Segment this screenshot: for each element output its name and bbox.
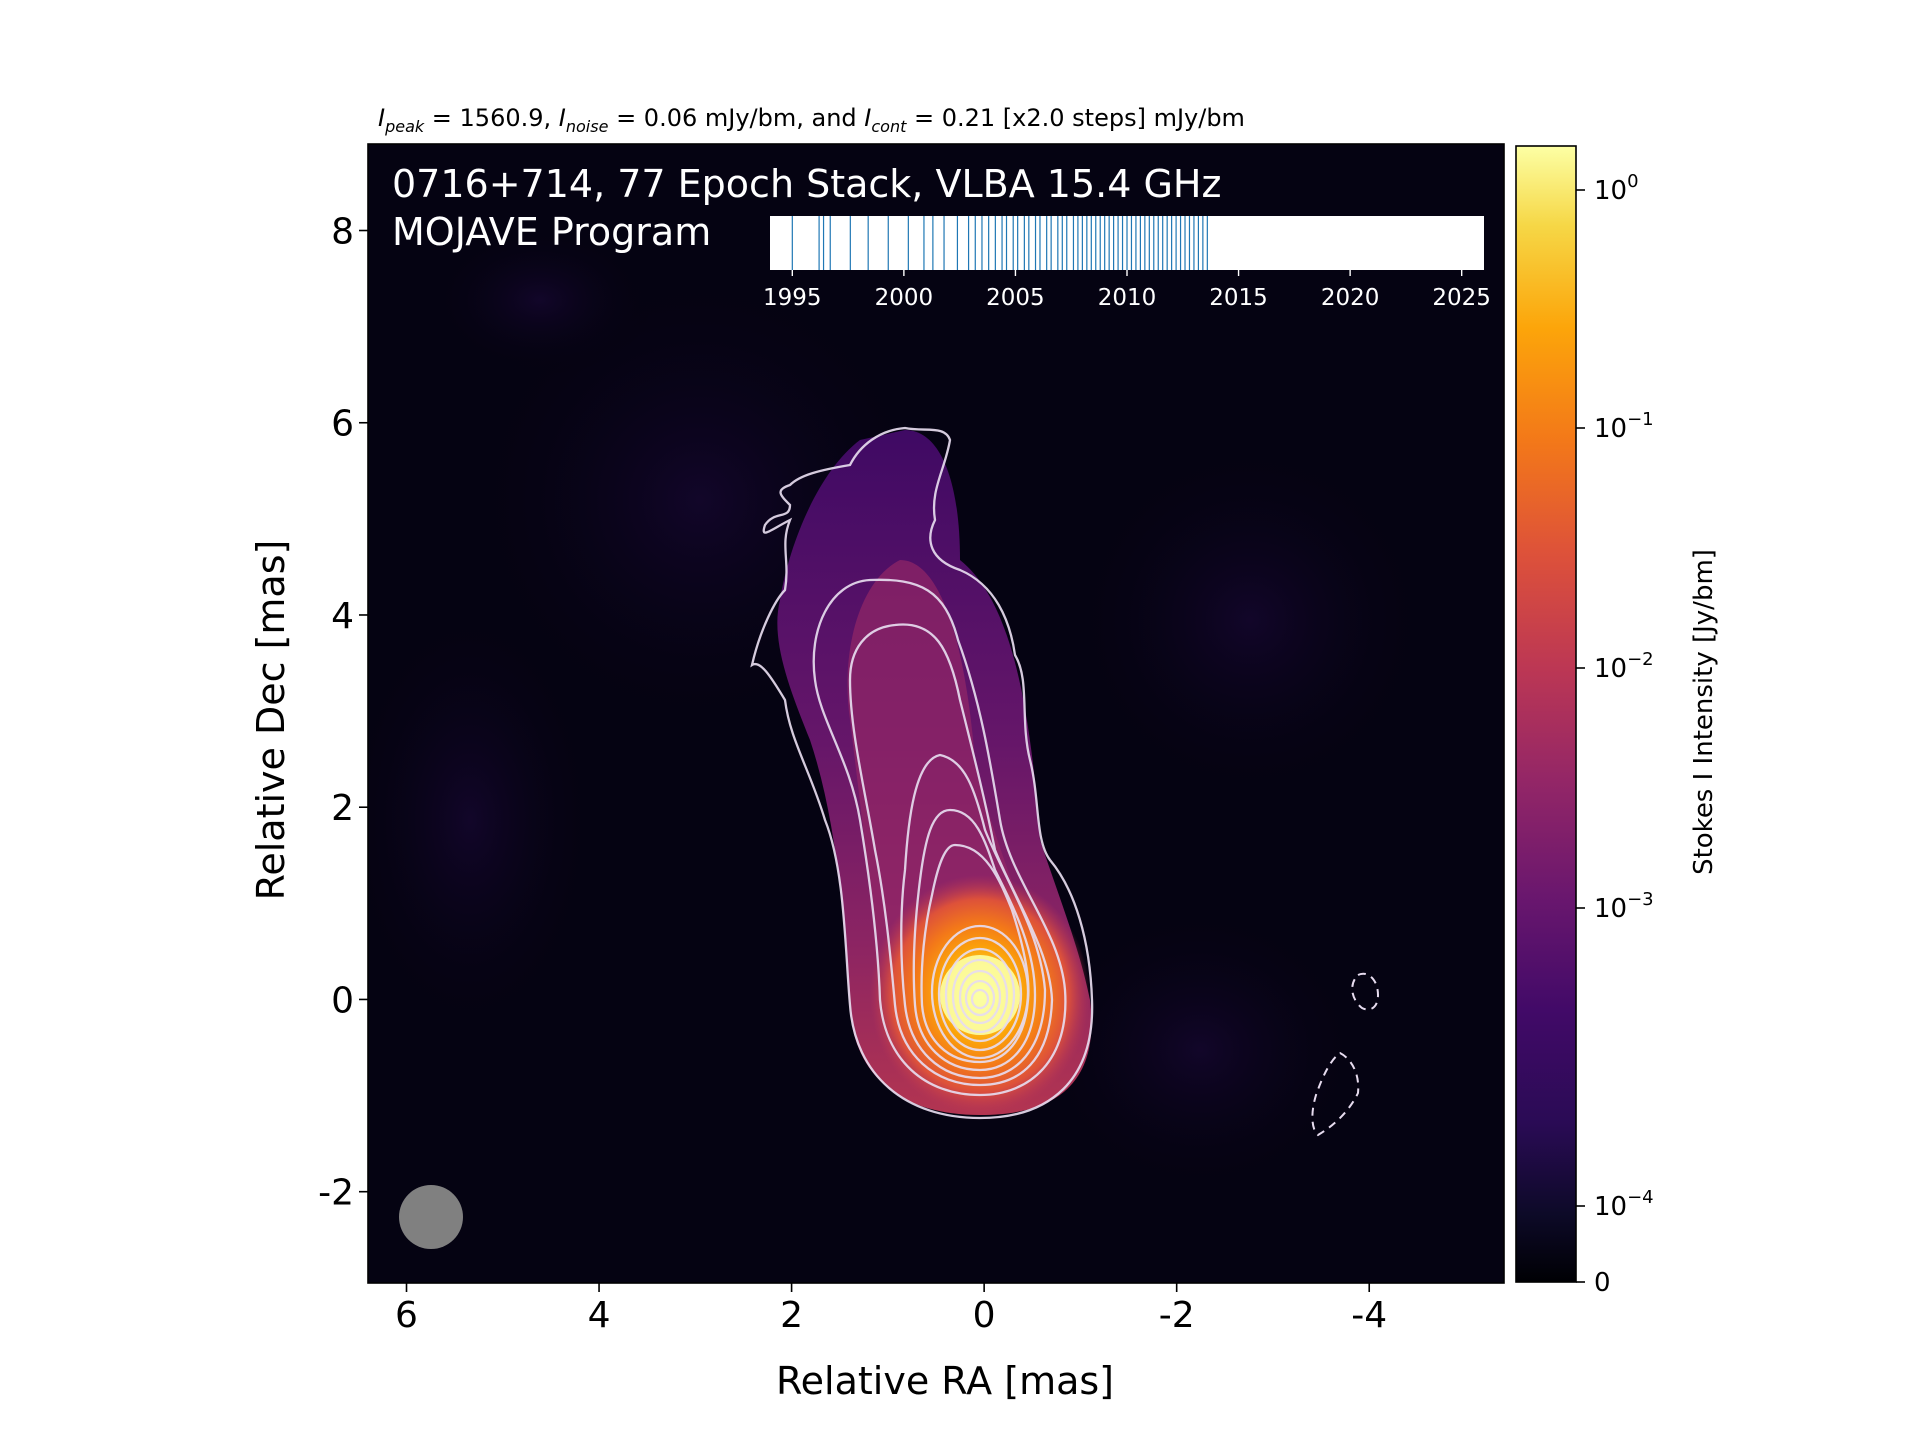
peak-label: I [378, 104, 385, 132]
colorbar-tick-label: 0 [1594, 1268, 1611, 1298]
colorbar-tick-exponent: −1 [1627, 409, 1654, 430]
contour-level-12 [964, 979, 996, 1017]
y-tick-label: 0 [331, 980, 354, 1021]
figure-header: Ipeak = 1560.9, Inoise = 0.06 mJy/bm, an… [378, 104, 1245, 136]
contours [750, 426, 1094, 1120]
epoch-timeline: 1995 2000 2005 2010 2015 2020 2025 [763, 216, 1491, 311]
epoch-lines [791, 216, 1208, 270]
contour-level-3 [848, 623, 1054, 1087]
y-tick-label: -2 [318, 1173, 354, 1214]
beam-ellipse [399, 1185, 463, 1249]
contour-level-5 [912, 808, 1037, 1072]
contour-level-4 [900, 753, 1047, 1080]
y-tick-label: 6 [331, 404, 354, 445]
contour-level-9 [944, 947, 1016, 1043]
colorbar-tick-exponent: −2 [1627, 649, 1654, 670]
peak-value: = 1560.9, [432, 104, 551, 132]
colorbar-tick-base: 0 [1594, 1268, 1611, 1298]
colorbar-tick-base: 10 [1594, 1192, 1627, 1222]
colorbar-tick-base: 10 [1594, 414, 1627, 444]
y-ticks: -2 0 2 4 6 8 [318, 212, 368, 1214]
epoch-tick-label: 2020 [1321, 285, 1380, 311]
cont-sub: cont [871, 117, 907, 136]
colorbar-tick-exponent: −3 [1627, 889, 1654, 910]
contour-level-1 [750, 426, 1094, 1120]
program-name: MOJAVE Program [392, 210, 711, 254]
epoch-tick-label: 2015 [1209, 285, 1268, 311]
peak-sub: peak [384, 117, 425, 136]
y-axis-label: Relative Dec [mas] [249, 540, 293, 901]
noise-value: = 0.06 mJy/bm, and [616, 104, 857, 132]
colorbar-tick-base: 10 [1594, 176, 1627, 206]
noise-label: I [559, 104, 566, 132]
contour-level-11 [958, 969, 1002, 1025]
cont-label: I [864, 104, 871, 132]
negative-contours [1311, 972, 1380, 1137]
x-tick-label: 0 [973, 1295, 996, 1336]
colorbar-tick-label: 10−3 [1594, 889, 1654, 924]
epoch-tick-label: 2025 [1432, 285, 1491, 311]
colorbar-gradient [1515, 145, 1577, 1283]
colorbar-tick-label: 10−1 [1594, 409, 1654, 444]
colorbar-tick-exponent: 0 [1627, 171, 1638, 192]
source-name: 0716+714, 77 Epoch Stack, VLBA 15.4 GHz [392, 162, 1221, 206]
intensity-map [368, 220, 1450, 1249]
x-tick-label: -2 [1159, 1295, 1195, 1336]
image-axes: 0716+714, 77 Epoch Stack, VLBA 15.4 GHz … [249, 143, 1505, 1403]
epoch-tick-label: 1995 [763, 285, 822, 311]
colorbar-tick-exponent: −4 [1627, 1187, 1654, 1208]
y-axis: -2 0 2 4 6 8 Relative Dec [mas] [249, 212, 368, 1214]
epoch-tick-label: 2010 [1098, 285, 1157, 311]
contour-level-8 [937, 936, 1023, 1052]
colorbar-tick-base: 10 [1594, 894, 1627, 924]
negative-contour-2 [1311, 1051, 1360, 1137]
x-tick-label: 6 [395, 1295, 418, 1336]
x-axis: 6 4 2 0 -2 -4 Relative RA [mas] [395, 1283, 1387, 1403]
y-tick-label: 4 [331, 596, 354, 637]
contour-level-7 [930, 924, 1030, 1060]
epoch-ticks: 1995 2000 2005 2010 2015 2020 2025 [763, 270, 1491, 311]
epoch-tick-label: 2000 [875, 285, 934, 311]
x-ticks: 6 4 2 0 -2 -4 [395, 1283, 1387, 1336]
noise-sub: noise [566, 117, 609, 136]
x-tick-label: 2 [780, 1295, 803, 1336]
contour-level-6 [920, 843, 1030, 1064]
x-axis-label: Relative RA [mas] [776, 1359, 1114, 1403]
x-tick-label: 4 [588, 1295, 611, 1336]
cont-value: = 0.21 [x2.0 steps] mJy/bm [914, 104, 1245, 132]
contour-level-2 [812, 578, 1067, 1097]
y-tick-label: 8 [331, 212, 354, 253]
colorbar-tick-label: 100 [1594, 171, 1639, 206]
epoch-tick-label: 2005 [986, 285, 1045, 311]
negative-contour-1 [1351, 972, 1380, 1011]
colorbar-tick-label: 10−2 [1594, 649, 1654, 684]
y-tick-label: 2 [331, 788, 354, 829]
image-frame [367, 143, 1505, 1284]
contour-level-10 [951, 958, 1009, 1034]
x-tick-label: -4 [1351, 1295, 1387, 1336]
colorbar-tick-label: 10−4 [1594, 1187, 1654, 1222]
contour-level-13 [970, 988, 990, 1010]
colorbar-tick-base: 10 [1594, 654, 1627, 684]
colorbar-label: Stokes I Intensity [Jy/bm] [1689, 549, 1719, 875]
